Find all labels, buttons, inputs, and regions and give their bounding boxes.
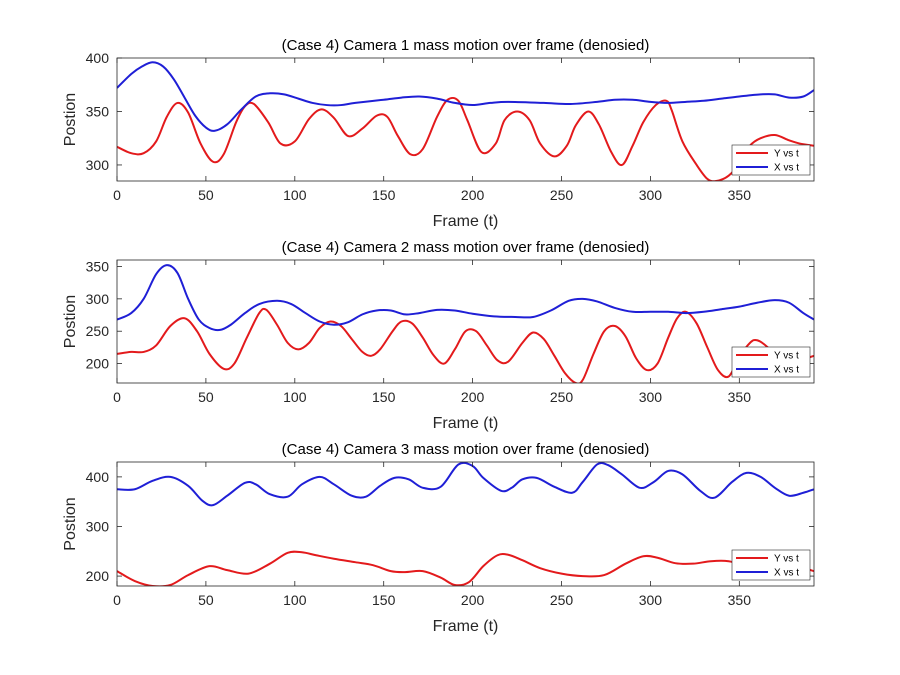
x-tick-label: 50: [198, 592, 214, 608]
series-line-x: [117, 264, 814, 332]
x-tick-label: 100: [283, 389, 307, 405]
x-tick-label: 50: [198, 187, 214, 203]
y-tick-label: 200: [86, 568, 110, 584]
axes-box: [116, 259, 815, 384]
legend-entry-label: Y vs t: [774, 149, 799, 160]
x-tick-label: 150: [372, 389, 396, 405]
x-tick-label: 100: [283, 187, 307, 203]
x-tick-label: 0: [113, 592, 121, 608]
chart-panel-2: 0 50 100 150 200 250 300 350 200 250 300 350 (Case 4…: [62, 239, 815, 432]
series-line-y: [117, 307, 814, 383]
x-tick-label: 350: [728, 592, 752, 608]
x-tick-label: 300: [639, 592, 663, 608]
y-tick-label: 300: [86, 291, 110, 307]
y-tick-label: 300: [86, 157, 110, 173]
axes-box: [116, 57, 815, 182]
series-line-x: [117, 462, 814, 507]
y-tick-label: 350: [86, 258, 110, 274]
y-axis-label: Postion: [62, 295, 79, 348]
chart-panel-3: 0 50 100 150 200 250 300 350 200 300 400 (Case 4) C…: [62, 441, 815, 635]
series-line-x: [117, 61, 814, 132]
y-axis-label: Postion: [62, 497, 79, 550]
plot-area: [117, 58, 814, 181]
chart-panel-1: 0 50 100 150 200 250 300 350 300 350 400 (Case 4) C…: [62, 37, 815, 230]
legend-box: [731, 549, 811, 581]
series-line-y: [117, 550, 814, 586]
legend-entry-label: X vs t: [774, 365, 799, 376]
legend-entry-label: Y vs t: [774, 554, 799, 565]
legend-entry-label: X vs t: [774, 163, 799, 174]
y-axis-label: Postion: [62, 93, 79, 146]
y-tick-label: 400: [86, 469, 110, 485]
x-tick-label: 150: [372, 592, 396, 608]
series-line-y: [117, 96, 814, 181]
x-tick-label: 300: [639, 187, 663, 203]
x-tick-label: 350: [728, 187, 752, 203]
x-tick-label: 250: [550, 389, 574, 405]
x-tick-label: 200: [461, 187, 485, 203]
x-tick-label: 100: [283, 592, 307, 608]
chart-title: (Case 4) Camera 3 mass motion over frame…: [282, 441, 650, 458]
x-tick-label: 0: [113, 389, 121, 405]
x-tick-label: 200: [461, 389, 485, 405]
x-tick-label: 0: [113, 187, 121, 203]
x-axis-label: Frame (t): [433, 415, 499, 432]
legend-box: [731, 346, 811, 378]
x-tick-label: 200: [461, 592, 485, 608]
legend-entry-label: Y vs t: [774, 351, 799, 362]
y-tick-label: 200: [86, 356, 110, 372]
chart-title: (Case 4) Camera 1 mass motion over frame…: [282, 37, 650, 54]
legend-entry-label: X vs t: [774, 568, 799, 579]
legend: Y vs t X vs t: [731, 144, 811, 176]
x-tick-label: 250: [550, 592, 574, 608]
x-tick-label: 250: [550, 187, 574, 203]
x-tick-label: 350: [728, 389, 752, 405]
legend-box: [731, 144, 811, 176]
y-tick-label: 400: [86, 50, 110, 66]
x-tick-label: 50: [198, 389, 214, 405]
plot-area: [117, 462, 814, 586]
plot-area: [117, 260, 814, 383]
y-tick-label: 250: [86, 323, 110, 339]
chart-title: (Case 4) Camera 2 mass motion over frame…: [282, 239, 650, 256]
y-tick-label: 350: [86, 103, 110, 119]
legend: Y vs t X vs t: [731, 346, 811, 378]
legend: Y vs t X vs t: [731, 549, 811, 581]
x-tick-label: 150: [372, 187, 396, 203]
x-axis-label: Frame (t): [433, 213, 499, 230]
axes-box: [116, 461, 815, 587]
y-tick-label: 300: [86, 518, 110, 534]
x-axis-label: Frame (t): [433, 618, 499, 635]
x-tick-label: 300: [639, 389, 663, 405]
